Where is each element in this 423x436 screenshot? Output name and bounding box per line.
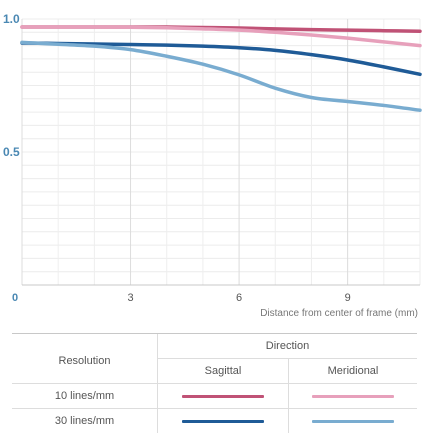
- legend-resolution-header: Resolution: [58, 355, 111, 367]
- legend-direction-underline: [158, 358, 417, 359]
- legend-swatch-30-meridional: [312, 420, 394, 423]
- tick-labels: 0.5 1.0 0 3 6 9: [3, 12, 351, 304]
- x-axis-title: Distance from center of frame (mm): [260, 308, 418, 319]
- legend-row-label: 10 lines/mm: [54, 390, 115, 402]
- legend-column-meridional: Meridional: [327, 365, 379, 377]
- series-line-10-meridional: [20, 25, 422, 48]
- legend-swatch-10-sagittal: [182, 395, 264, 398]
- series-layer: [20, 25, 422, 112]
- series-line-30-meridional: [20, 40, 422, 112]
- legend-table: Resolution Direction Sagittal Meridional…: [12, 333, 417, 433]
- y-tick-label: 0.5: [3, 145, 20, 159]
- legend-direction-header: Direction: [265, 340, 310, 352]
- legend-top-divider: [12, 333, 417, 334]
- legend-swatch-30-sagittal: [182, 420, 264, 423]
- legend-direction-divider: [288, 358, 289, 433]
- series-line-30-sagittal: [20, 41, 422, 77]
- legend-swatch-10-meridional: [312, 395, 394, 398]
- x-tick-label: 9: [345, 292, 351, 304]
- legend-row-divider: [12, 408, 417, 409]
- mtf-chart: 0.5 1.0 0 3 6 9 Distance from center of frame…: [3, 12, 422, 319]
- y-tick-label: 1.0: [3, 12, 20, 26]
- chart-grid: [21, 18, 421, 285]
- x-tick-label: 0: [12, 292, 18, 304]
- x-tick-label: 3: [127, 292, 133, 304]
- legend-header-divider: [12, 383, 417, 384]
- x-tick-label: 6: [236, 292, 242, 304]
- legend-row-label: 30 lines/mm: [54, 415, 115, 427]
- legend-column-sagittal: Sagittal: [204, 365, 242, 377]
